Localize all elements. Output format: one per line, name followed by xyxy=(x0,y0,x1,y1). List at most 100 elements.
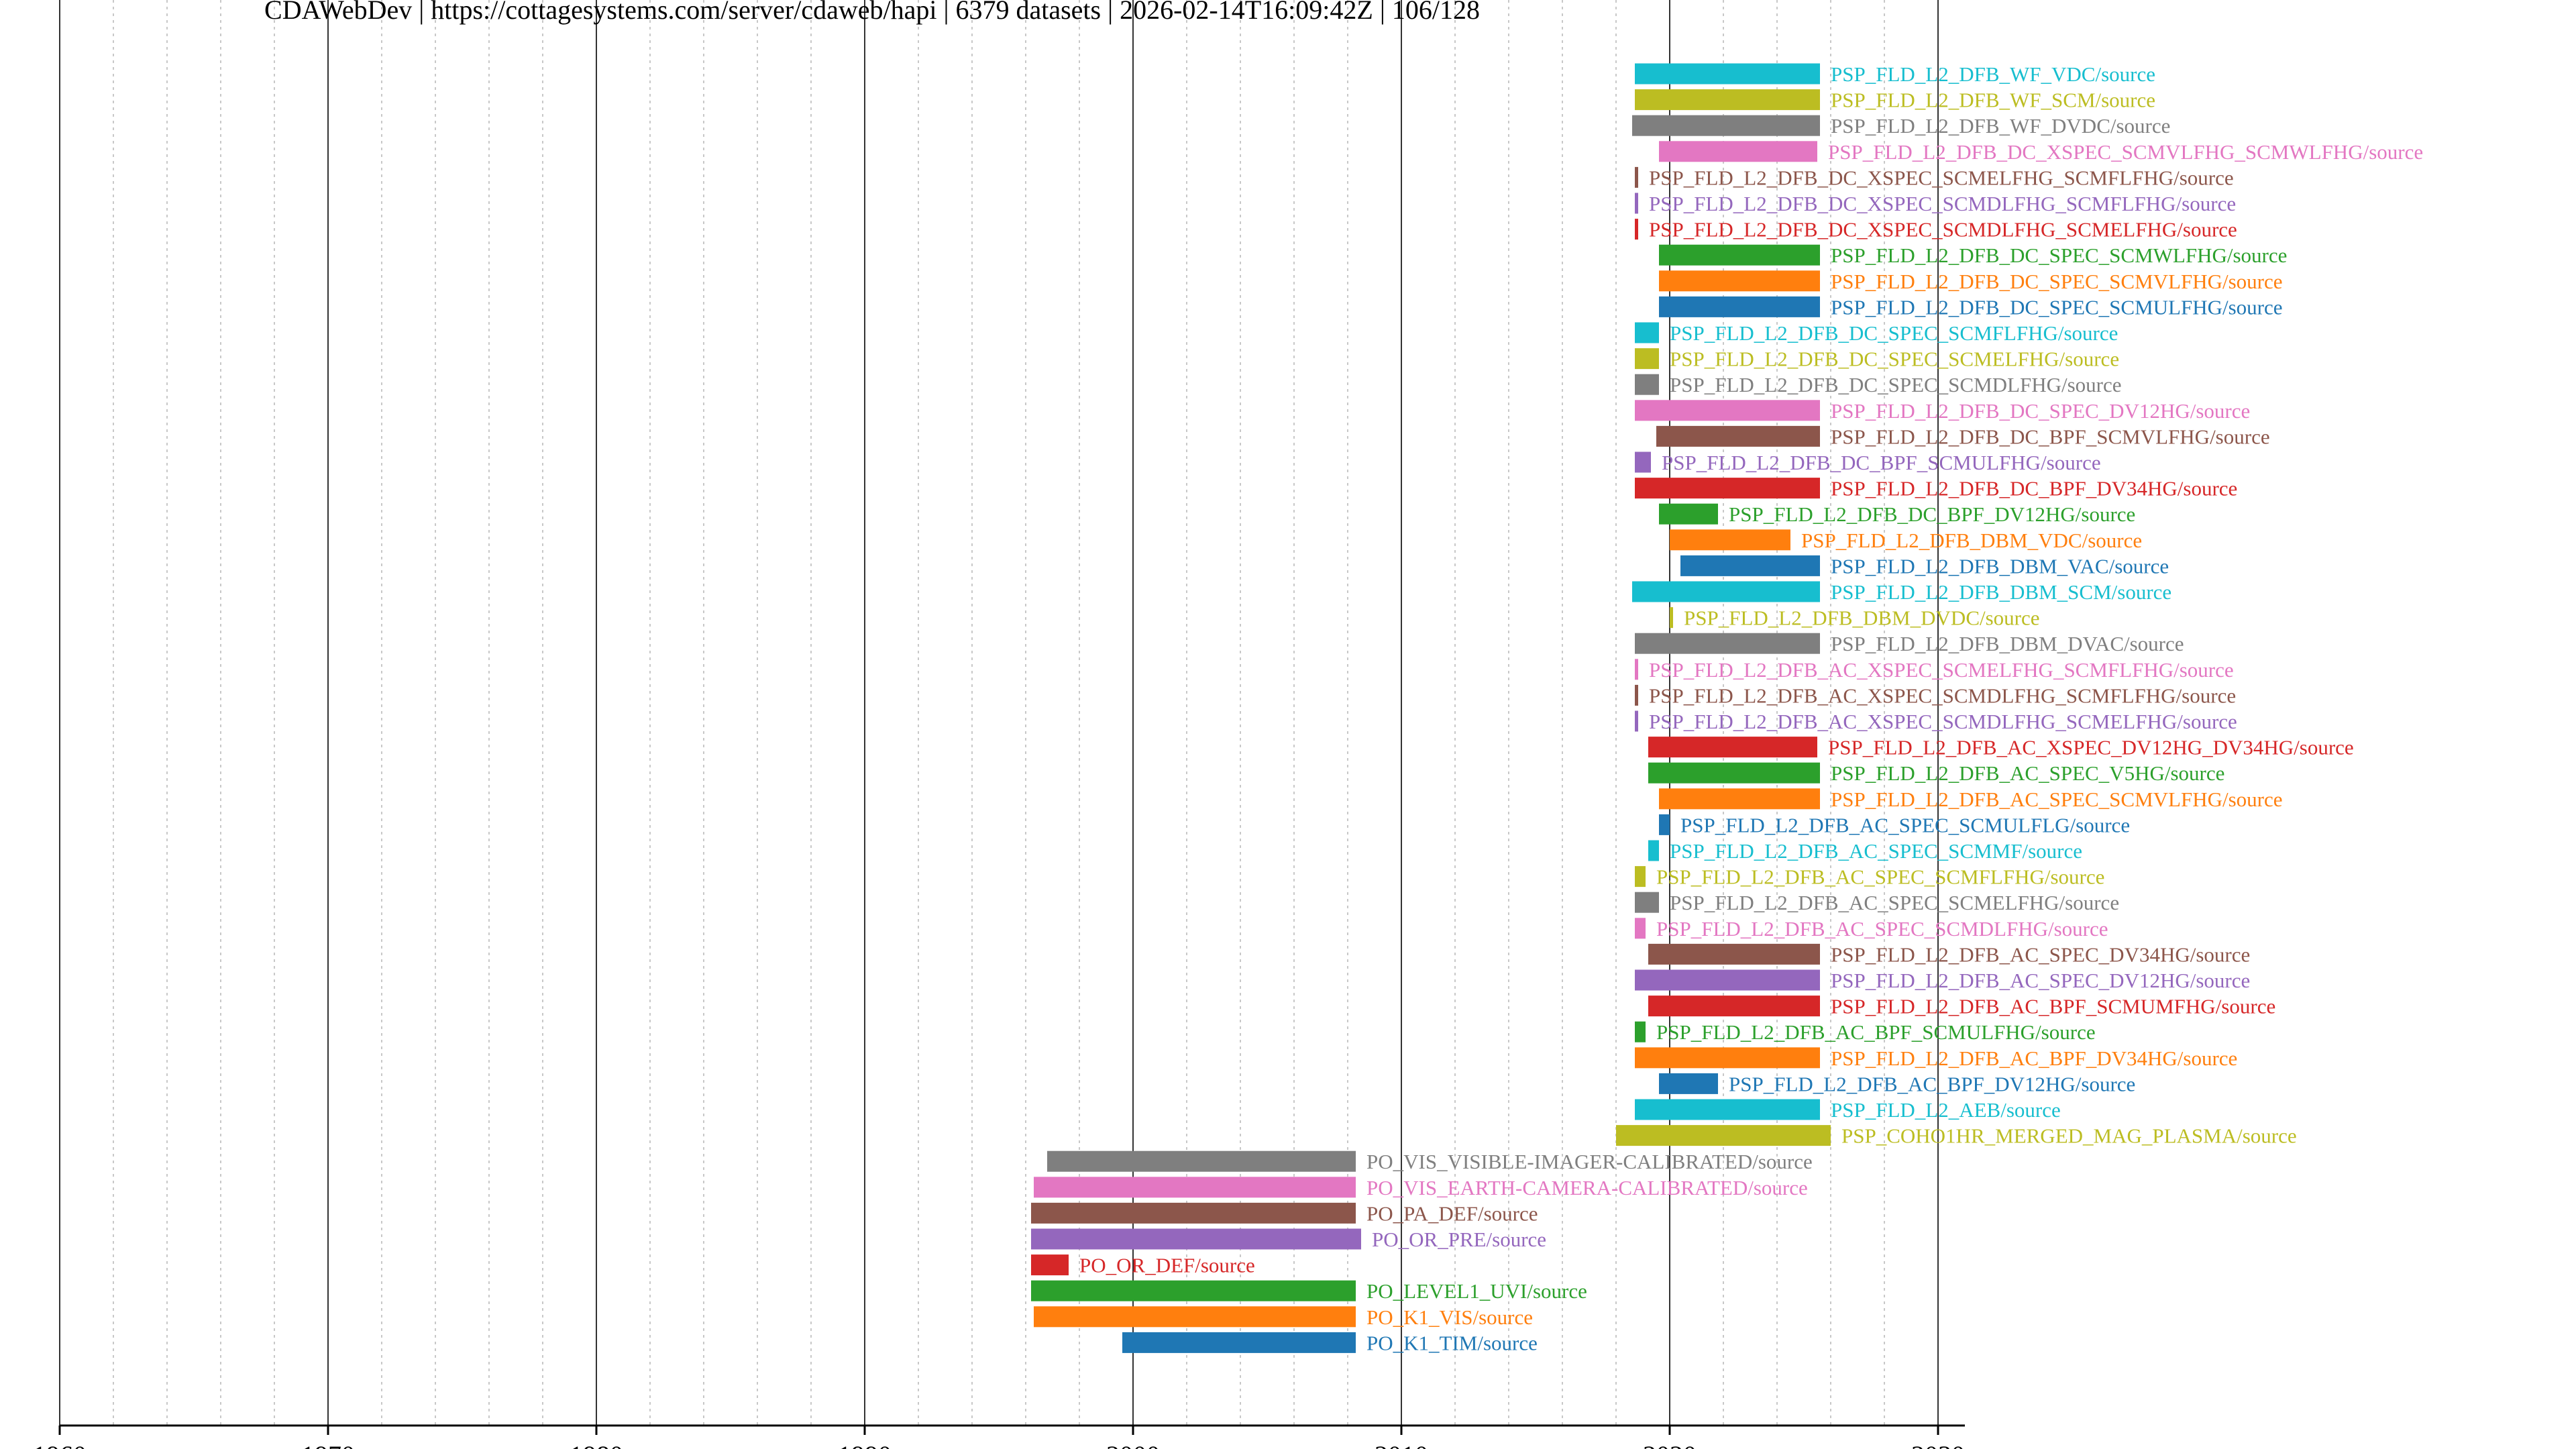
dataset-bar xyxy=(1648,943,1820,965)
dataset-bar xyxy=(1122,1332,1356,1353)
dataset-bar xyxy=(1635,684,1638,706)
dataset-label: PSP_FLD_L2_DFB_AC_SPEC_DV12HG/source xyxy=(1831,969,2250,992)
dataset-label: PSP_FLD_L2_DFB_DBM_DVDC/source xyxy=(1684,606,2040,630)
dataset-bar xyxy=(1635,659,1638,680)
dataset-label: PO_K1_TIM/source xyxy=(1366,1331,1538,1354)
dataset-label: PSP_FLD_L2_DFB_WF_SCM/source xyxy=(1831,89,2155,112)
dataset-label: PSP_FLD_L2_DFB_AC_XSPEC_DV12HG_DV34HG/so… xyxy=(1828,736,2354,759)
dataset-label: PSP_FLD_L2_DFB_AC_SPEC_SCMFLFHG/source xyxy=(1656,865,2104,889)
dataset-bar xyxy=(1632,581,1820,602)
dataset-label: PSP_FLD_L2_DFB_AC_SPEC_SCMDLFHG/source xyxy=(1656,917,2108,941)
dataset-label: PSP_FLD_L2_DFB_AC_XSPEC_SCMDLFHG_SCMFLFH… xyxy=(1649,684,2236,707)
dataset-bar xyxy=(1680,555,1820,576)
dataset-label: PSP_FLD_L2_DFB_AC_SPEC_SCMMF/source xyxy=(1670,839,2082,863)
x-axis: 1960 1970 1980 1990 2000 2010 2020 2030 xyxy=(33,1424,1965,1449)
dataset-label: PSP_FLD_L2_DFB_WF_DVDC/source xyxy=(1831,114,2170,138)
dataset-bar xyxy=(1635,1099,1820,1120)
dataset-bar xyxy=(1635,892,1659,913)
dataset-label: PSP_FLD_L2_DFB_DC_SPEC_SCMDLFHG/source xyxy=(1670,373,2122,396)
dataset-label: PO_K1_VIS/source xyxy=(1366,1305,1533,1329)
dataset-label: PSP_FLD_L2_DFB_DBM_SCM/source xyxy=(1831,580,2171,604)
dataset-bar xyxy=(1648,737,1817,758)
dataset-label: PSP_FLD_L2_DFB_DBM_VAC/source xyxy=(1831,554,2169,578)
dataset-labels: PSP_FLD_L2_DFB_WF_VDC/source PSP_FLD_L2_D… xyxy=(1079,62,2423,1354)
dataset-label: PSP_FLD_L2_DFB_AC_BPF_DV12HG/source xyxy=(1729,1072,2135,1095)
x-tick-label: 1970 xyxy=(301,1440,355,1449)
dataset-bar xyxy=(1656,425,1820,447)
dataset-bar xyxy=(1031,1202,1356,1224)
x-tick-label: 2010 xyxy=(1375,1440,1428,1449)
dataset-bar xyxy=(1034,1177,1356,1198)
dataset-label: PSP_FLD_L2_DFB_DC_XSPEC_SCMDLFHG_SCMELFH… xyxy=(1649,218,2237,241)
dataset-label: PSP_FLD_L2_DFB_DC_SPEC_SCMVLFHG/source xyxy=(1831,270,2283,293)
dataset-bar xyxy=(1635,451,1651,473)
dataset-label: PSP_FLD_L2_DFB_AC_BPF_SCMULFHG/source xyxy=(1656,1020,2096,1044)
dataset-label: PSP_FLD_L2_DFB_DC_BPF_SCMULFHG/source xyxy=(1662,451,2101,474)
dataset-bar xyxy=(1635,478,1820,499)
dataset-bar xyxy=(1659,296,1820,317)
dataset-label: PSP_FLD_L2_AEB/source xyxy=(1831,1098,2061,1122)
dataset-bar xyxy=(1659,270,1820,292)
dataset-bar xyxy=(1632,115,1820,136)
dataset-label: PSP_FLD_L2_DFB_AC_SPEC_DV34HG/source xyxy=(1831,943,2250,966)
x-tick-label: 1990 xyxy=(838,1440,892,1449)
dataset-label: PO_VIS_EARTH-CAMERA-CALIBRATED/source xyxy=(1366,1176,1808,1199)
dataset-bar xyxy=(1635,866,1646,888)
dataset-bar xyxy=(1659,244,1820,266)
dataset-label: PSP_FLD_L2_DFB_DC_BPF_DV34HG/source xyxy=(1831,477,2237,500)
dataset-bar xyxy=(1031,1280,1356,1301)
dataset-bar xyxy=(1659,788,1820,810)
dataset-bar xyxy=(1034,1306,1356,1328)
dataset-label: PSP_FLD_L2_DFB_DC_SPEC_SCMWLFHG/source xyxy=(1831,244,2287,267)
dataset-bar xyxy=(1635,63,1820,85)
x-tick-label: 2020 xyxy=(1643,1440,1697,1449)
dataset-bar xyxy=(1635,193,1638,214)
dataset-label: PSP_FLD_L2_DFB_AC_SPEC_SCMVLFHG/source xyxy=(1831,788,2283,811)
dataset-bar xyxy=(1635,710,1638,732)
dataset-bar xyxy=(1635,1021,1646,1042)
dataset-bars xyxy=(1031,63,1831,1353)
dataset-label: PO_OR_DEF/source xyxy=(1079,1254,1255,1277)
dataset-label: PSP_FLD_L2_DFB_AC_BPF_DV34HG/source xyxy=(1831,1046,2237,1070)
dataset-label: PSP_FLD_L2_DFB_DC_XSPEC_SCMVLFHG_SCMWLFH… xyxy=(1828,140,2423,164)
dataset-bar xyxy=(1659,814,1670,835)
dataset-label: PSP_FLD_L2_DFB_DBM_VDC/source xyxy=(1801,529,2142,552)
dataset-label: PSP_FLD_L2_DFB_AC_BPF_SCMUMFHG/source xyxy=(1831,995,2275,1018)
dataset-bar xyxy=(1648,996,1820,1017)
dataset-bar xyxy=(1635,219,1638,240)
dataset-bar xyxy=(1616,1125,1831,1146)
dataset-label: PSP_FLD_L2_DFB_DC_SPEC_SCMULFHG/source xyxy=(1831,295,2283,319)
dataset-label: PO_OR_PRE/source xyxy=(1372,1228,1546,1251)
x-tick-label: 2030 xyxy=(1911,1440,1965,1449)
dataset-label: PSP_FLD_L2_DFB_DC_SPEC_DV12HG/source xyxy=(1831,399,2250,423)
dataset-bar xyxy=(1670,607,1673,629)
dataset-bar xyxy=(1635,322,1659,343)
dataset-bar xyxy=(1031,1254,1069,1276)
dataset-label: PSP_FLD_L2_DFB_DC_BPF_SCMVLFHG/source xyxy=(1831,425,2270,448)
dataset-label: PSP_FLD_L2_DFB_AC_SPEC_SCMELFHG/source xyxy=(1670,891,2119,914)
dataset-label: PSP_FLD_L2_DFB_DC_BPF_DV12HG/source xyxy=(1729,502,2135,526)
dataset-bar xyxy=(1659,503,1718,525)
dataset-label: PSP_FLD_L2_DFB_AC_XSPEC_SCMELFHG_SCMFLFH… xyxy=(1649,658,2234,682)
dataset-bar xyxy=(1047,1150,1356,1172)
x-tick-label: 1960 xyxy=(33,1440,87,1449)
dataset-label: PO_PA_DEF/source xyxy=(1366,1201,1538,1225)
dataset-bar xyxy=(1635,374,1659,395)
dataset-bar xyxy=(1635,969,1820,991)
dataset-label: PSP_FLD_L2_DFB_AC_SPEC_V5HG/source xyxy=(1831,761,2224,785)
dataset-label: PO_VIS_VISIBLE-IMAGER-CALIBRATED/source xyxy=(1366,1150,1813,1173)
x-tick-label: 1980 xyxy=(570,1440,623,1449)
dataset-label: PO_LEVEL1_UVI/source xyxy=(1366,1279,1587,1303)
dataset-label: PSP_FLD_L2_DFB_AC_SPEC_SCMULFLG/source xyxy=(1680,813,2130,837)
dataset-label: PSP_FLD_L2_DFB_DC_SPEC_SCMFLFHG/source xyxy=(1670,321,2118,345)
x-tick-label: 2000 xyxy=(1106,1440,1160,1449)
dataset-bar xyxy=(1635,633,1820,654)
dataset-label: PSP_FLD_L2_DFB_WF_VDC/source xyxy=(1831,62,2155,86)
dataset-label: PSP_FLD_L2_DFB_DC_SPEC_SCMELFHG/source xyxy=(1670,347,2119,371)
dataset-bar xyxy=(1635,400,1820,421)
dataset-bar xyxy=(1659,1073,1718,1094)
dataset-label: PSP_FLD_L2_DFB_DC_XSPEC_SCMELFHG_SCMFLFH… xyxy=(1649,166,2234,189)
dataset-bar xyxy=(1648,762,1820,784)
dataset-bar xyxy=(1635,89,1820,111)
